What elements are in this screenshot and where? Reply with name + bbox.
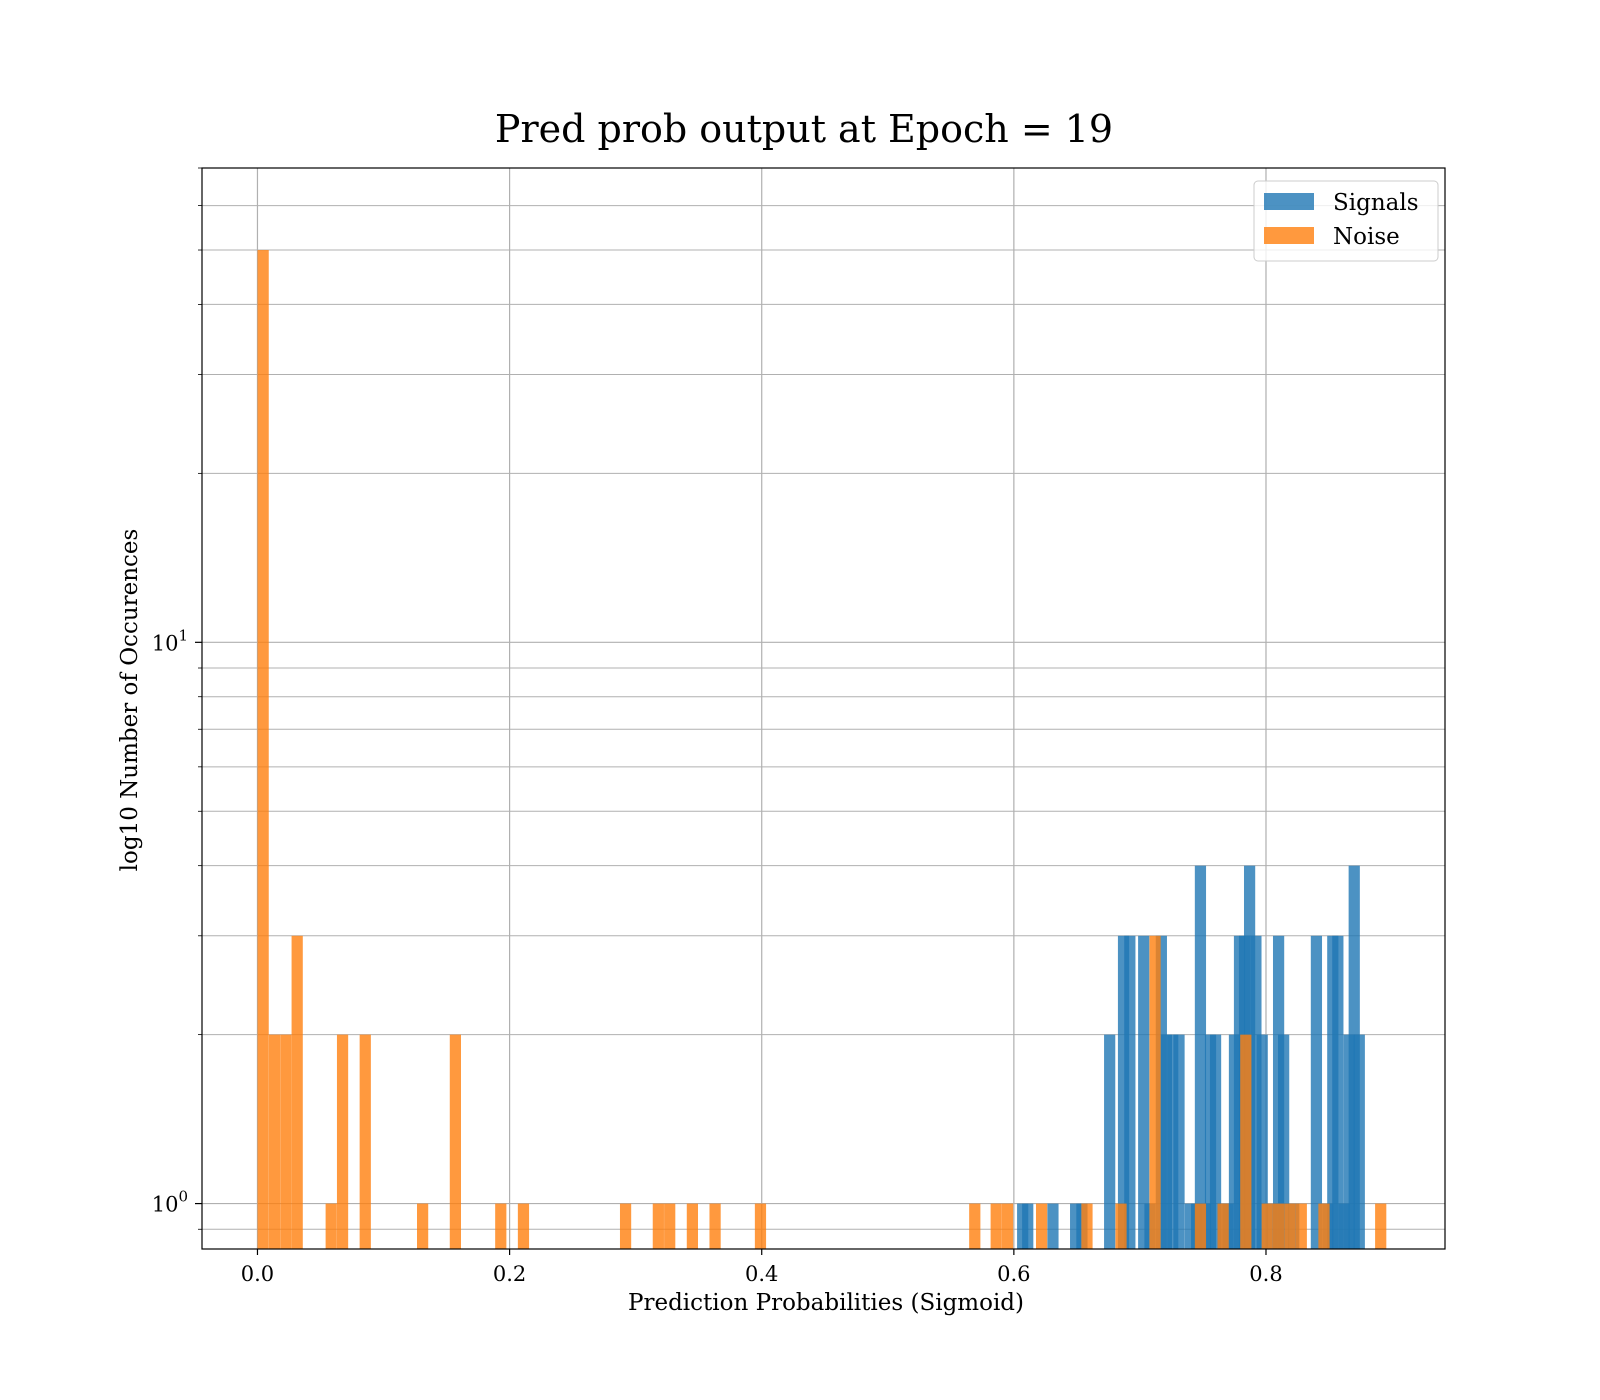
noise-bar bbox=[1318, 1203, 1330, 1249]
signals-bar bbox=[1250, 935, 1262, 1249]
signals-bar bbox=[1256, 1034, 1268, 1249]
x-axis-label: Prediction Probabilities (Sigmoid) bbox=[628, 1290, 1024, 1316]
noise-bar bbox=[1149, 935, 1161, 1249]
x-tick-label: 0.2 bbox=[493, 1262, 526, 1286]
noise-bar bbox=[969, 1203, 981, 1249]
x-tick-label: 0.4 bbox=[745, 1262, 778, 1286]
noise-bar bbox=[709, 1203, 721, 1249]
noise-bar bbox=[449, 1034, 462, 1249]
plot-frame bbox=[201, 167, 1446, 1250]
noise-bar bbox=[1261, 1203, 1273, 1249]
noise-bar bbox=[1115, 1203, 1127, 1249]
noise-bar bbox=[1081, 1203, 1093, 1249]
noise-bar bbox=[325, 1203, 337, 1249]
x-axis-ticks: 0.0 0.2 0.4 0.6 0.8 bbox=[241, 1249, 1283, 1286]
signals-bar bbox=[1332, 935, 1344, 1249]
noise-bar bbox=[1217, 1203, 1229, 1249]
x-tick-label: 0.6 bbox=[997, 1262, 1030, 1286]
noise-bar bbox=[1035, 1203, 1048, 1249]
signals-bar bbox=[1194, 865, 1207, 1249]
signals-bar bbox=[1353, 1034, 1365, 1249]
signals-bar bbox=[1047, 1203, 1059, 1249]
noise-bar bbox=[990, 1203, 1002, 1249]
noise-bar bbox=[1375, 1203, 1387, 1249]
noise-bar bbox=[686, 1203, 699, 1249]
noise-bar bbox=[1001, 1203, 1014, 1249]
signals-bar bbox=[1104, 1034, 1116, 1249]
noise-bar bbox=[1272, 1203, 1285, 1249]
signals-bar bbox=[1167, 1034, 1179, 1249]
signals-bar bbox=[1160, 1034, 1173, 1249]
y-axis-label: log10 Number of Occurences bbox=[117, 529, 143, 872]
legend: Signals Noise bbox=[1253, 180, 1439, 262]
signals-bar bbox=[1310, 935, 1323, 1249]
legend-label-signals: Signals bbox=[1333, 190, 1419, 216]
noise-bar bbox=[280, 1034, 292, 1249]
noise-bar bbox=[754, 1203, 767, 1249]
noise-bar bbox=[336, 1034, 349, 1249]
signals-bar bbox=[1124, 935, 1136, 1249]
noise-bar bbox=[359, 1034, 371, 1249]
signals-bar bbox=[1209, 1034, 1222, 1249]
signals-bar bbox=[1278, 1034, 1290, 1249]
noise-bar bbox=[1295, 1203, 1307, 1249]
noise-bar bbox=[1194, 1203, 1207, 1249]
noise-bar bbox=[517, 1203, 530, 1249]
signals-bar bbox=[1184, 1203, 1196, 1249]
chart-title: Pred prob output at Epoch = 19 bbox=[495, 107, 1113, 151]
noise-bar bbox=[257, 250, 269, 1249]
x-tick-label: 0.8 bbox=[1249, 1262, 1282, 1286]
noise-bar bbox=[1240, 1034, 1252, 1249]
noise-bar bbox=[495, 1203, 507, 1249]
noise-bar bbox=[291, 935, 303, 1249]
signals-bar bbox=[1022, 1203, 1034, 1249]
noise-bar bbox=[1284, 1203, 1296, 1249]
signals-bar bbox=[1117, 935, 1130, 1249]
y-tick-label: 100 bbox=[152, 1188, 188, 1217]
noise-bar bbox=[664, 1203, 676, 1249]
y-tick-label: 101 bbox=[152, 626, 188, 655]
noise-bar bbox=[268, 1034, 281, 1249]
x-tick-label: 0.0 bbox=[241, 1262, 274, 1286]
y-axis-ticks: 100 101 bbox=[152, 167, 202, 1230]
signals-bar bbox=[1138, 935, 1150, 1249]
legend-label-noise: Noise bbox=[1333, 224, 1400, 250]
noise-bar bbox=[652, 1203, 664, 1249]
legend-swatch-noise bbox=[1264, 227, 1314, 244]
noise-bar bbox=[619, 1203, 632, 1249]
noise-bar bbox=[417, 1203, 429, 1249]
signals-bar bbox=[1070, 1203, 1082, 1249]
legend-swatch-signals bbox=[1264, 193, 1314, 210]
signals-bar bbox=[1173, 1034, 1185, 1249]
noise-bars bbox=[257, 250, 1387, 1249]
